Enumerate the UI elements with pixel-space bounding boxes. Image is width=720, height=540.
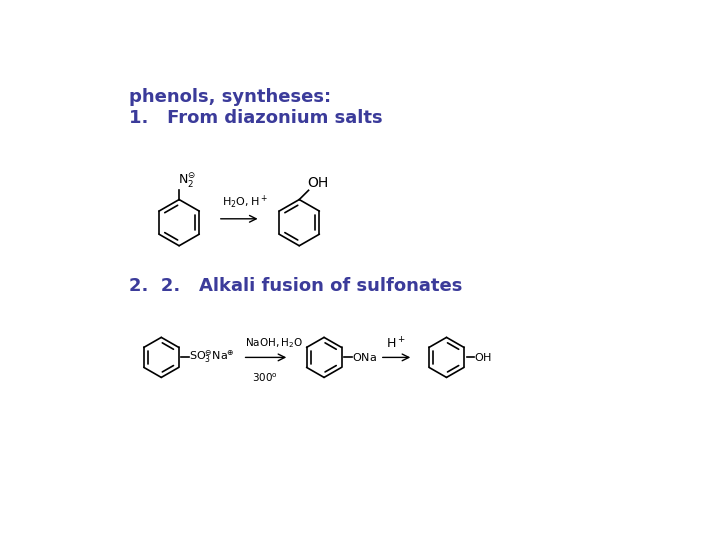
Text: $\mathregular{OH}$: $\mathregular{OH}$ <box>474 350 492 363</box>
Text: $\mathregular{H^+}$: $\mathregular{H^+}$ <box>386 336 405 351</box>
Text: $\mathregular{NaOH,H_2O}$: $\mathregular{NaOH,H_2O}$ <box>245 336 303 350</box>
Text: $\mathregular{N_2^{\circleddash}}$: $\mathregular{N_2^{\circleddash}}$ <box>178 171 196 190</box>
Text: $\mathregular{H_2O,H^+}$: $\mathregular{H_2O,H^+}$ <box>222 194 268 211</box>
Text: phenols, syntheses:: phenols, syntheses: <box>129 88 331 106</box>
Text: 2.  2.   Alkali fusion of sulfonates: 2. 2. Alkali fusion of sulfonates <box>129 276 462 294</box>
Text: $\mathregular{SO_3^{\ominus}Na^{\oplus}}$: $\mathregular{SO_3^{\ominus}Na^{\oplus}}… <box>189 348 235 365</box>
Text: 1.   From diazonium salts: 1. From diazonium salts <box>129 110 382 127</box>
Text: $\mathregular{300^o}$: $\mathregular{300^o}$ <box>252 372 278 383</box>
Text: $\mathregular{ONa}$: $\mathregular{ONa}$ <box>352 350 377 363</box>
Text: OH: OH <box>307 176 328 190</box>
